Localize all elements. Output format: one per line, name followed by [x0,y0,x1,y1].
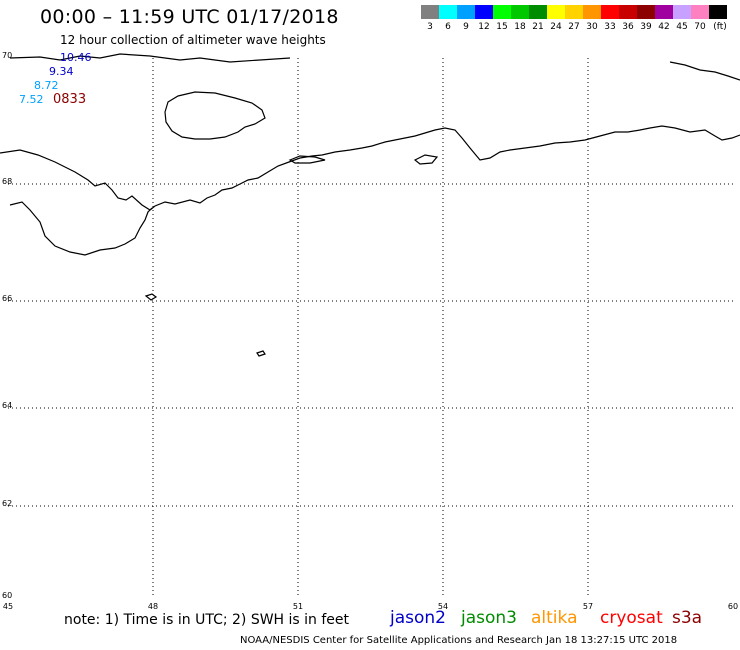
island-small-2 [256,350,266,357]
lat-tick-label: 62 [2,499,12,508]
legend-label: 6 [445,22,451,32]
lon-tick-label: 48 [148,602,158,611]
page-title: 00:00 – 11:59 UTC 01/17/2018 [40,6,339,28]
legend-swatch [475,5,493,19]
legend-swatch [601,5,619,19]
obs-label: 10.46 [60,51,92,64]
northeast-coast [669,61,740,81]
page-subtitle: 12 hour collection of altimeter wave hei… [60,33,326,47]
legend-label: 70 [694,22,706,32]
legend-label: 24 [550,22,562,32]
coastline-mainland [0,53,740,211]
coastline-peninsula [9,201,153,256]
legend-label: 36 [622,22,634,32]
legend-label: 39 [640,22,652,32]
island-small-3 [288,155,326,164]
lat-tick-label: 68 [2,177,12,186]
lat-tick-label: 70 [2,51,12,60]
kolguev-island [164,91,266,140]
axis-ticks: 45 48 51 54 57 60 70 68 66 64 62 60 [2,51,738,611]
legend-label: 9 [463,22,469,32]
lon-tick-label: 60 [728,602,738,611]
legend-label: 21 [532,22,544,32]
footer-note: note: 1) Time is in UTC; 2) SWH is in fe… [64,612,350,628]
legend-swatch [565,5,583,19]
legend-label: 15 [496,22,508,32]
mission-label: altika [531,608,578,628]
coastline [0,53,740,357]
legend-swatch [655,5,673,19]
legend-label: 30 [586,22,598,32]
legend-label: 42 [658,22,670,32]
legend-label: 27 [568,22,580,32]
lat-tick-label: 66 [2,294,12,303]
legend-swatch [637,5,655,19]
lat-tick-label: 64 [2,401,12,410]
legend-swatch [439,5,457,19]
footer-credit: NOAA/NESDIS Center for Satellite Applica… [240,635,678,646]
island-small-1 [144,293,158,301]
obs-label: 9.34 [49,65,74,78]
legend-swatch [511,5,529,19]
obs-label: 8.72 [34,79,59,92]
legend-swatch [457,5,475,19]
mission-label: cryosat [600,608,663,628]
legend-label: 18 [514,22,526,32]
legend-swatch [709,5,727,19]
obs-label: 7.52 [19,93,44,106]
lon-tick-label: 45 [3,602,13,611]
lon-tick-label: 51 [293,602,303,611]
legend-label: 3 [427,22,433,32]
legend-label: 33 [604,22,616,32]
legend-swatch [529,5,547,19]
mission-label: jason3 [461,608,517,628]
legend-swatch [421,5,439,19]
legend-label: 45 [676,22,688,32]
legend-swatch [691,5,709,19]
legend-swatch [673,5,691,19]
legend-swatch [547,5,565,19]
legend-label: 12 [478,22,490,32]
lon-tick-label: 54 [438,602,448,611]
obs-time-label: 0833 [53,92,87,107]
island-small-4 [413,154,439,165]
lon-tick-label: 57 [583,602,593,611]
map-grid [8,58,733,598]
legend-swatch [583,5,601,19]
mission-label: s3a [672,608,703,628]
mission-label: jason2 [390,608,446,628]
legend-unit: (ft) [713,22,727,32]
lat-tick-label: 60 [2,591,12,600]
legend-swatch [619,5,637,19]
legend-swatch [493,5,511,19]
